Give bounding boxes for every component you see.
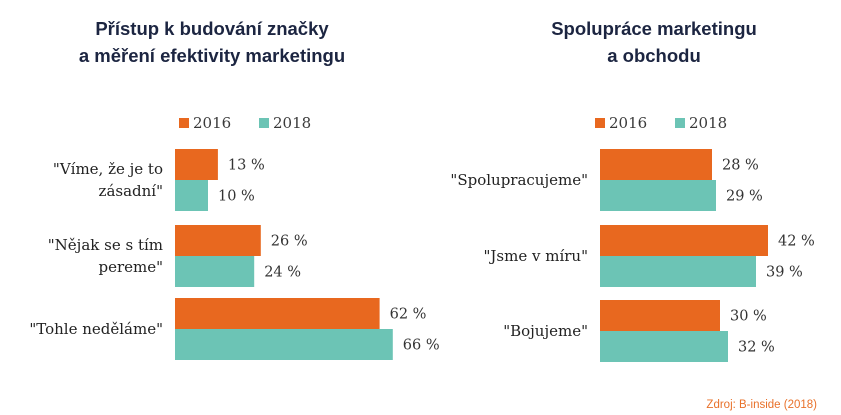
bar-2016: [175, 149, 218, 180]
bar-value-label: 10 %: [218, 189, 255, 205]
bar-2018: [175, 329, 393, 360]
chart-title-line: Spolupráce marketingu: [551, 18, 757, 39]
category-label: "Bojujeme": [503, 322, 588, 340]
bar-2016: [175, 225, 261, 256]
legend-swatch-2018: [675, 118, 685, 128]
bar-2016: [600, 300, 720, 331]
category-label: "Nějak se s tím: [48, 236, 163, 254]
bar-value-label: 66 %: [403, 338, 440, 354]
bar-value-label: 24 %: [264, 265, 301, 281]
legend-swatch-2018: [259, 118, 269, 128]
bar-2018: [175, 180, 208, 211]
bar-value-label: 13 %: [228, 158, 265, 174]
bar-value-label: 26 %: [271, 234, 308, 250]
source-note: Zdroj: B-inside (2018): [706, 399, 817, 411]
chart-title-line: a měření efektivity marketingu: [79, 45, 345, 66]
bar-2016: [600, 149, 712, 180]
legend-label-2016: 2016: [609, 114, 647, 132]
bar-value-label: 42 %: [778, 234, 815, 250]
category-label: "Víme, že je to: [53, 160, 163, 178]
category-label: "Jsme v míru": [484, 247, 588, 265]
bar-2018: [600, 180, 716, 211]
chart-title-line: Přístup k budování značky: [95, 18, 329, 39]
bar-2018: [600, 256, 756, 287]
chart-title-line: a obchodu: [607, 45, 701, 66]
category-label: pereme": [98, 258, 163, 276]
bar-value-label: 29 %: [726, 189, 763, 205]
chart-brand-approach: Přístup k budování značky a měření efekti…: [29, 18, 440, 360]
category-label: "Tohle neděláme": [29, 320, 163, 338]
bar-value-label: 30 %: [730, 309, 767, 325]
bar-2016: [600, 225, 768, 256]
bar-value-label: 39 %: [766, 265, 803, 281]
bar-2018: [175, 256, 255, 287]
chart-marketing-sales: Spolupráce marketingu a obchodu 2016 2018 28…: [450, 18, 815, 362]
category-label: zásadní": [99, 182, 163, 200]
legend-swatch-2016: [595, 118, 605, 128]
bar-value-label: 32 %: [738, 340, 775, 356]
legend-swatch-2016: [179, 118, 189, 128]
bar-value-label: 62 %: [390, 307, 427, 323]
category-label: "Spolupracujeme": [450, 171, 588, 189]
legend-label-2018: 2018: [273, 114, 311, 132]
bar-2018: [600, 331, 728, 362]
legend-label-2018: 2018: [689, 114, 727, 132]
legend-label-2016: 2016: [193, 114, 231, 132]
bar-value-label: 28 %: [722, 158, 759, 174]
bar-2016: [175, 298, 380, 329]
